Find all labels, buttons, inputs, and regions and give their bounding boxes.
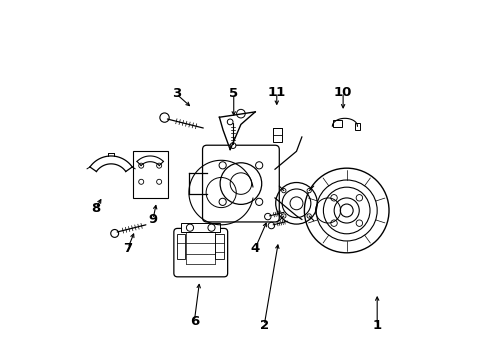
Circle shape <box>281 214 285 218</box>
Text: 7: 7 <box>123 242 132 255</box>
Circle shape <box>219 198 226 206</box>
Bar <box>272 128 282 142</box>
Text: 4: 4 <box>250 242 259 255</box>
Circle shape <box>255 198 262 206</box>
Bar <box>215 234 224 259</box>
Bar <box>177 234 184 259</box>
Text: 9: 9 <box>148 213 157 226</box>
Circle shape <box>186 224 193 231</box>
Circle shape <box>355 220 362 226</box>
Bar <box>132 151 167 198</box>
Text: 8: 8 <box>91 202 100 215</box>
Circle shape <box>306 189 311 193</box>
Circle shape <box>306 214 311 218</box>
Circle shape <box>330 220 337 226</box>
Circle shape <box>219 162 226 169</box>
Circle shape <box>355 194 362 201</box>
Text: 1: 1 <box>372 319 381 332</box>
Circle shape <box>110 229 119 237</box>
Bar <box>181 223 220 232</box>
Circle shape <box>264 213 270 220</box>
Circle shape <box>330 194 337 201</box>
Text: 10: 10 <box>333 86 351 99</box>
Bar <box>333 120 342 127</box>
Circle shape <box>207 224 215 231</box>
Circle shape <box>255 162 262 169</box>
Text: 3: 3 <box>171 87 181 100</box>
Circle shape <box>230 143 235 148</box>
Text: 6: 6 <box>189 315 199 328</box>
Text: 2: 2 <box>259 319 268 332</box>
Circle shape <box>340 204 352 217</box>
Text: 11: 11 <box>267 86 285 99</box>
Text: 5: 5 <box>229 87 238 100</box>
Bar <box>354 123 360 130</box>
Circle shape <box>160 113 169 122</box>
FancyBboxPatch shape <box>174 228 227 277</box>
Circle shape <box>281 189 285 193</box>
Circle shape <box>267 222 274 229</box>
